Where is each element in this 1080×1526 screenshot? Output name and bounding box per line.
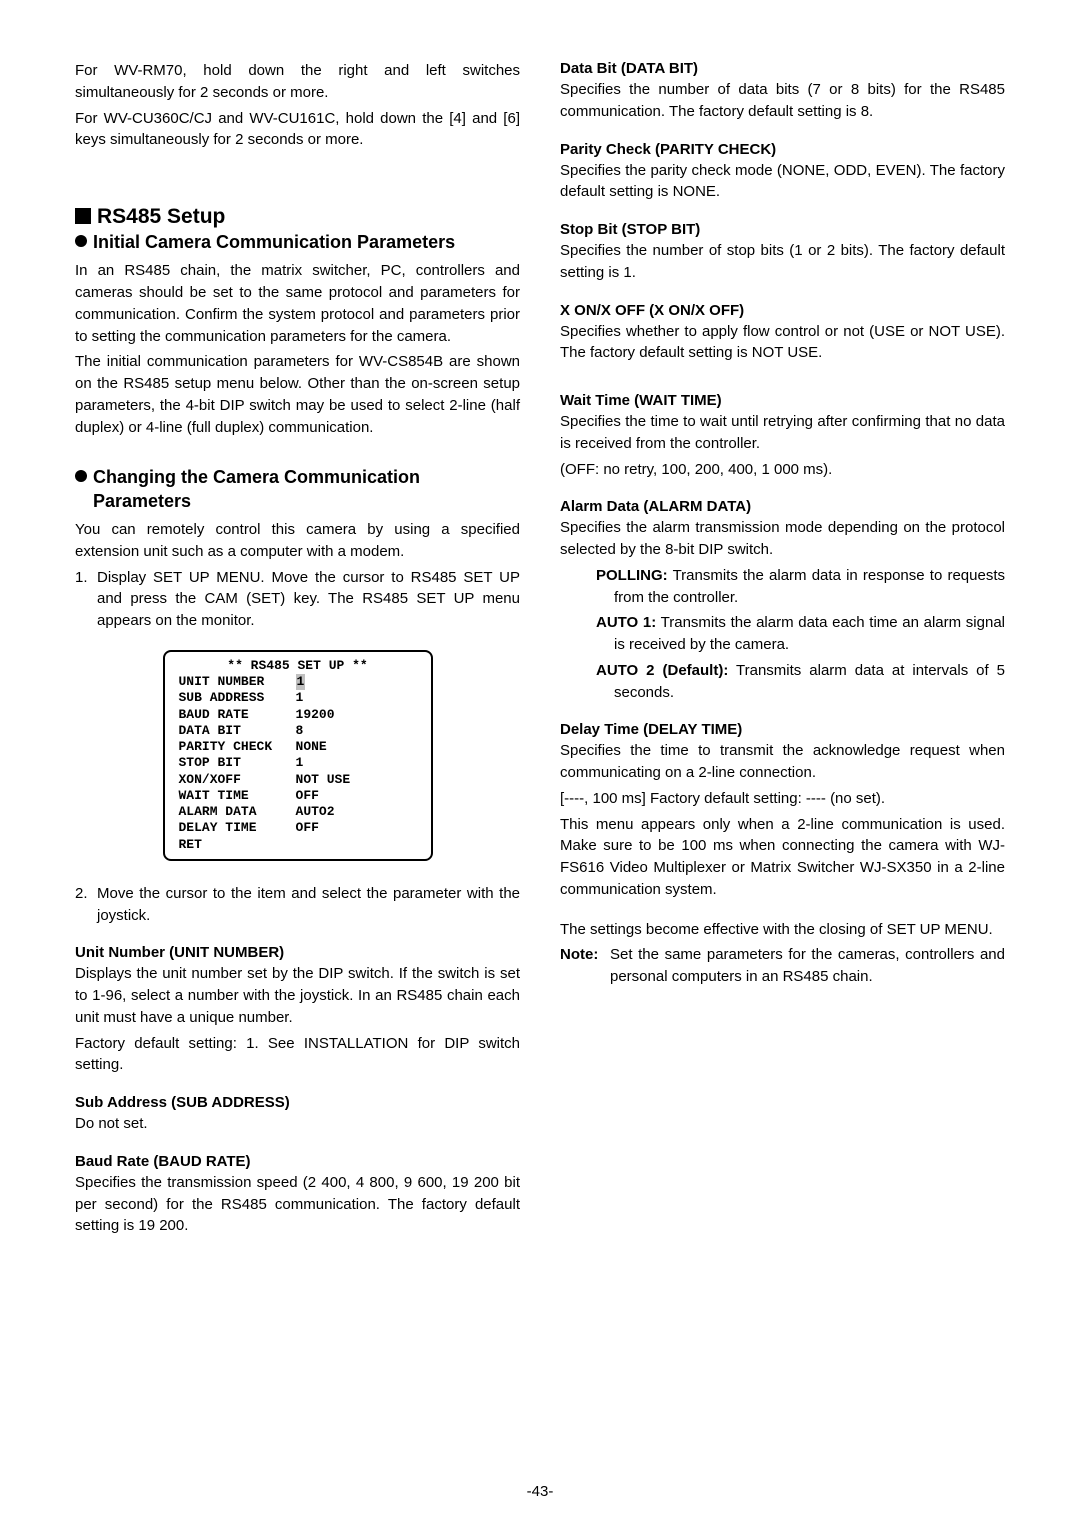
paragraph: The settings become effective with the c… [560, 919, 1005, 941]
paragraph: The initial communication parameters for… [75, 351, 520, 438]
menu-row: DATA BIT 8 [179, 723, 417, 739]
dot-bullet-icon [75, 470, 87, 482]
step-item: 1.Display SET UP MENU. Move the cursor t… [75, 567, 520, 632]
dot-bullet-icon [75, 235, 87, 247]
rs485-menu-box: ** RS485 SET UP ** UNIT NUMBER 1SUB ADDR… [163, 650, 433, 861]
rs485-setup-heading: RS485 Setup [75, 205, 520, 229]
param-heading: Alarm Data (ALARM DATA) [560, 498, 1005, 515]
heading-text: Changing the Camera Communication Parame… [93, 466, 494, 513]
step-number: 1. [75, 567, 97, 632]
paragraph: (OFF: no retry, 100, 200, 400, 1 000 ms)… [560, 459, 1005, 481]
menu-row: SUB ADDRESS 1 [179, 690, 417, 706]
menu-row: DELAY TIME OFF [179, 820, 417, 836]
param-heading: Sub Address (SUB ADDRESS) [75, 1094, 520, 1111]
alarm-item-text: Transmits the alarm data in response to … [614, 567, 1005, 606]
param-heading: X ON/X OFF (X ON/X OFF) [560, 302, 1005, 319]
steps-list: 1.Display SET UP MENU. Move the cursor t… [75, 567, 520, 632]
paragraph: Specifies the number of stop bits (1 or … [560, 240, 1005, 284]
param-heading: Unit Number (UNIT NUMBER) [75, 944, 520, 961]
param-heading: Stop Bit (STOP BIT) [560, 221, 1005, 238]
page-number: -43- [0, 1483, 1080, 1500]
paragraph: Displays the unit number set by the DIP … [75, 963, 520, 1028]
menu-row: BAUD RATE 19200 [179, 707, 417, 723]
paragraph: Specifies the time to wait until retryin… [560, 411, 1005, 455]
menu-row: WAIT TIME OFF [179, 788, 417, 804]
intro-paragraph: For WV-CU360C/CJ and WV-CU161C, hold dow… [75, 108, 520, 152]
paragraph: You can remotely control this camera by … [75, 519, 520, 563]
paragraph: Specifies the transmission speed (2 400,… [75, 1172, 520, 1237]
intro-paragraph: For WV-RM70, hold down the right and lef… [75, 60, 520, 104]
paragraph: In an RS485 chain, the matrix switcher, … [75, 260, 520, 347]
param-heading: Delay Time (DELAY TIME) [560, 721, 1005, 738]
step-item: 2.Move the cursor to the item and select… [75, 883, 520, 927]
paragraph: Specifies the parity check mode (NONE, O… [560, 160, 1005, 204]
heading-text: RS485 Setup [97, 205, 225, 228]
square-bullet-icon [75, 208, 91, 224]
menu-title: ** RS485 SET UP ** [179, 658, 417, 674]
menu-row: STOP BIT 1 [179, 755, 417, 771]
steps-list: 2.Move the cursor to the item and select… [75, 883, 520, 927]
alarm-item-label: POLLING: [596, 567, 668, 584]
left-column: For WV-RM70, hold down the right and lef… [75, 60, 520, 1255]
alarm-item: POLLING: Transmits the alarm data in res… [596, 565, 1005, 609]
note-label: Note: [560, 944, 610, 988]
alarm-item: AUTO 2 (Default): Transmits alarm data a… [596, 660, 1005, 704]
paragraph: Do not set. [75, 1113, 520, 1135]
initial-params-heading: Initial Camera Communication Parameters [75, 231, 520, 254]
param-heading: Parity Check (PARITY CHECK) [560, 141, 1005, 158]
alarm-item-label: AUTO 2 (Default): [596, 662, 728, 679]
heading-text: Initial Camera Communication Parameters [93, 231, 494, 254]
param-heading: Data Bit (DATA BIT) [560, 60, 1005, 77]
alarm-item-text: Transmits the alarm data each time an al… [614, 614, 1005, 653]
paragraph: Specifies the alarm transmission mode de… [560, 517, 1005, 561]
step-number: 2. [75, 883, 97, 927]
menu-row: UNIT NUMBER 1 [179, 674, 417, 690]
paragraph: [----, 100 ms] Factory default setting: … [560, 788, 1005, 810]
alarm-item-label: AUTO 1: [596, 614, 656, 631]
note-text: Set the same parameters for the cameras,… [610, 944, 1005, 988]
note-block: Note: Set the same parameters for the ca… [560, 944, 1005, 988]
paragraph: Specifies the time to transmit the ackno… [560, 740, 1005, 784]
param-heading: Baud Rate (BAUD RATE) [75, 1153, 520, 1170]
step-text: Display SET UP MENU. Move the cursor to … [97, 567, 520, 632]
step-text: Move the cursor to the item and select t… [97, 883, 520, 927]
right-column: Data Bit (DATA BIT) Specifies the number… [560, 60, 1005, 1255]
paragraph: This menu appears only when a 2-line com… [560, 814, 1005, 901]
menu-row: RET [179, 837, 417, 853]
paragraph: Specifies the number of data bits (7 or … [560, 79, 1005, 123]
paragraph: Specifies whether to apply flow control … [560, 321, 1005, 365]
menu-row: XON/XOFF NOT USE [179, 772, 417, 788]
menu-row: PARITY CHECK NONE [179, 739, 417, 755]
alarm-item: AUTO 1: Transmits the alarm data each ti… [596, 612, 1005, 656]
menu-row: ALARM DATA AUTO2 [179, 804, 417, 820]
param-heading: Wait Time (WAIT TIME) [560, 392, 1005, 409]
changing-params-heading: Changing the Camera Communication Parame… [75, 466, 520, 513]
paragraph: Factory default setting: 1. See INSTALLA… [75, 1033, 520, 1077]
